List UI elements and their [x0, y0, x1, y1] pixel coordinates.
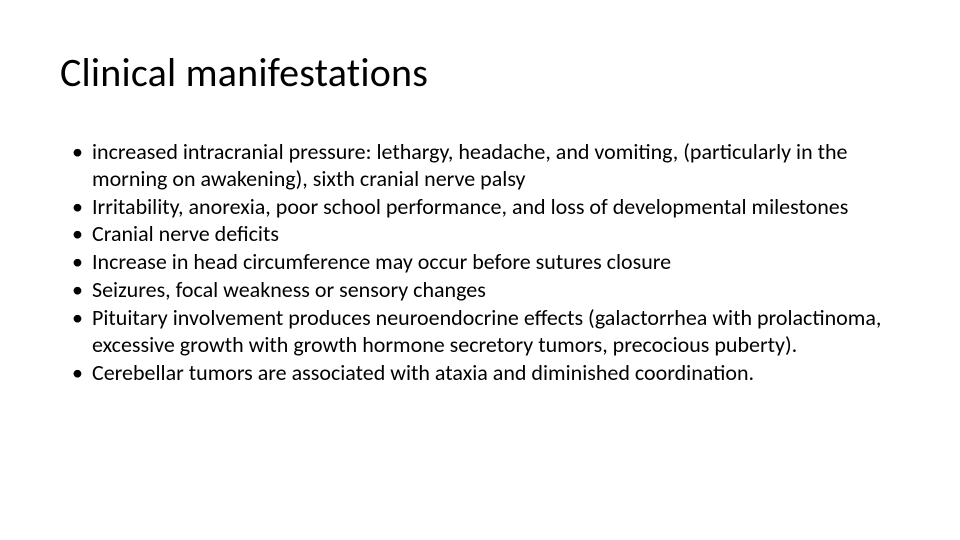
- bullet-list: increased intracranial pressure: letharg…: [60, 139, 900, 386]
- list-item: Cerebellar tumors are associated with at…: [72, 360, 900, 387]
- list-item: increased intracranial pressure: letharg…: [72, 139, 900, 193]
- slide: Clinical manifestations increased intrac…: [0, 0, 960, 540]
- list-item: Increase in head circumference may occur…: [72, 249, 900, 276]
- list-item: Cranial nerve deficits: [72, 221, 900, 248]
- list-item: Pituitary involvement produces neuroendo…: [72, 305, 900, 359]
- slide-title: Clinical manifestations: [60, 48, 900, 97]
- list-item: Irritability, anorexia, poor school perf…: [72, 194, 900, 221]
- list-item: Seizures, focal weakness or sensory chan…: [72, 277, 900, 304]
